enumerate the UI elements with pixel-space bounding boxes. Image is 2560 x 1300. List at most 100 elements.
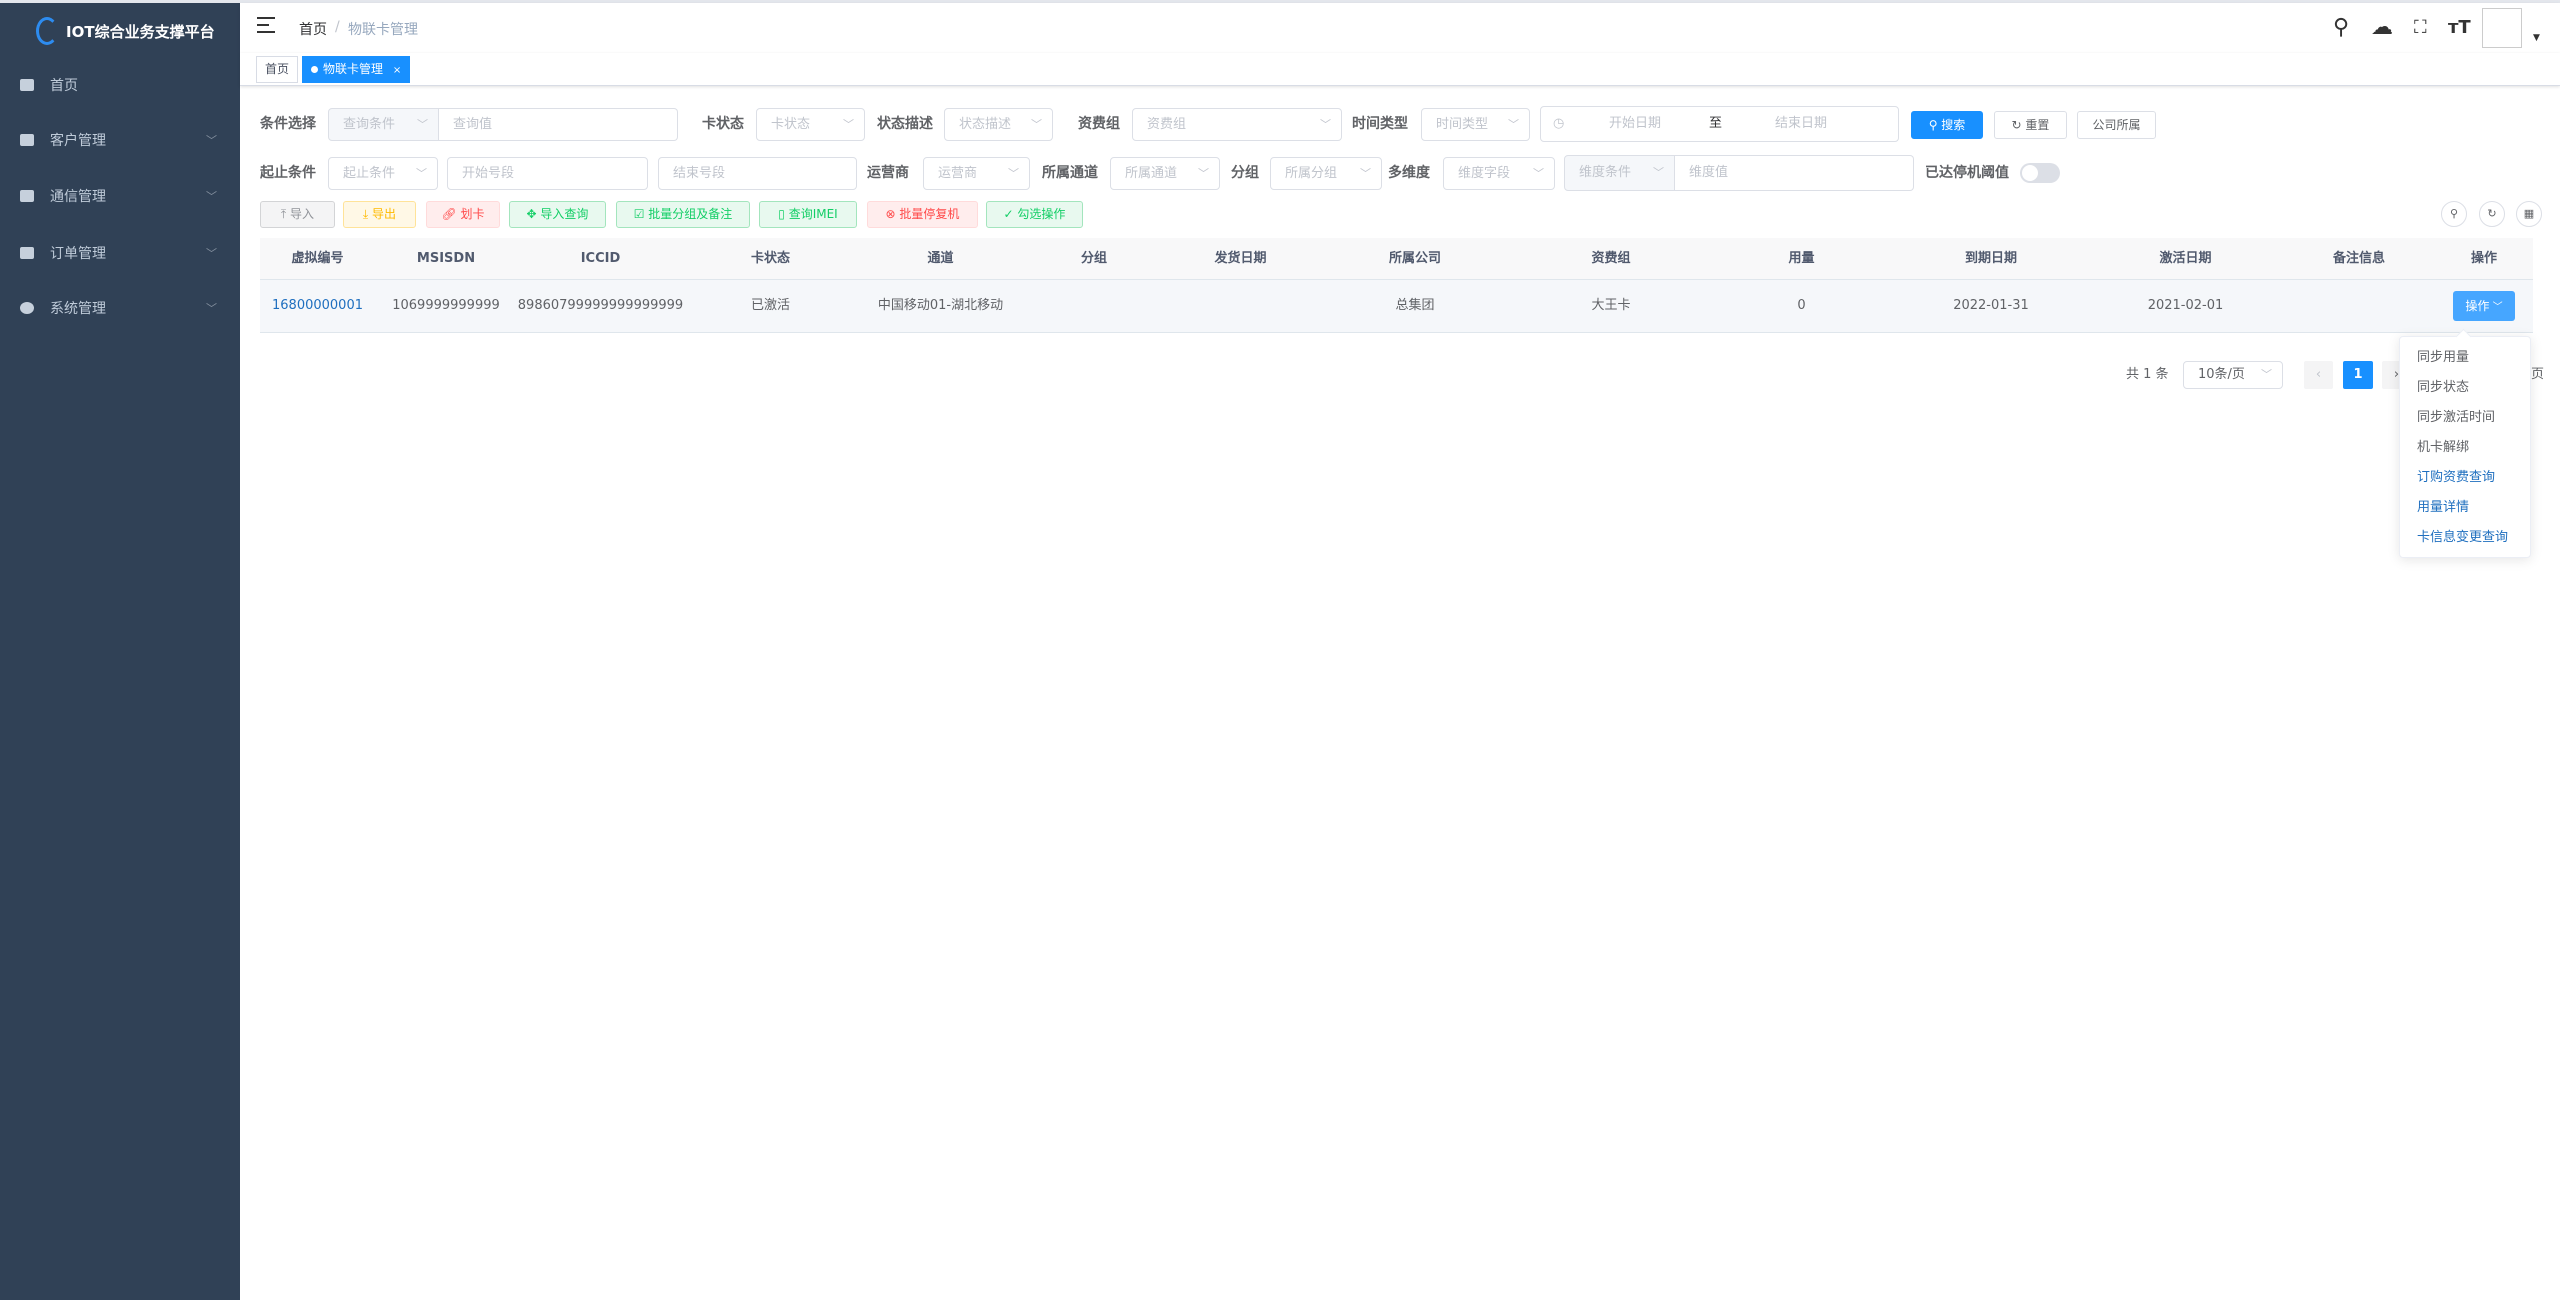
channel-select[interactable]: 所属通道 ﹀ (1110, 157, 1220, 190)
dimension-field-select[interactable]: 维度字段 ﹀ (1443, 157, 1555, 190)
operator-select[interactable]: 运营商 ﹀ (923, 157, 1030, 190)
select-placeholder: 时间类型 (1436, 117, 1489, 132)
date-range-picker[interactable]: ◷ 开始日期 至 结束日期 (1540, 106, 1899, 142)
export-button[interactable]: ⤓ 导出 (343, 201, 416, 228)
chevron-down-icon: ﹀ (1360, 167, 1371, 180)
condition-value-input[interactable]: 查询值 (439, 108, 678, 141)
grid-icon: ▦ (2523, 207, 2535, 220)
range-select[interactable]: 起止条件 ﹀ (328, 157, 438, 190)
time-type-select[interactable]: 时间类型 ﹀ (1421, 108, 1530, 141)
import-query-button[interactable]: ✥ 导入查询 (509, 201, 606, 228)
threshold-toggle[interactable] (2020, 163, 2060, 183)
label-group: 分组 (1231, 165, 1259, 181)
label-tariff: 资费组 (1078, 116, 1120, 132)
table-header: 虚拟编号 MSISDN ICCID 卡状态 通道 分组 发货日期 所属公司 资费组 用量 到期日期激… (260, 238, 2533, 280)
checked-action-button[interactable]: ✓ 勾选操作 (986, 201, 1083, 228)
menu-item-change-query[interactable]: 卡信息变更查询 (2417, 530, 2509, 545)
toggle-search-button[interactable]: ⚲ (2441, 201, 2467, 227)
sidebar-item-system[interactable]: 系统管理 ﹀ (0, 288, 240, 328)
dimension-condition-select[interactable]: 维度条件 ﹀ (1564, 155, 1675, 191)
chevron-down-icon: ﹀ (1320, 118, 1331, 131)
select-placeholder: 查询条件 (343, 117, 396, 132)
column-header-msisdn: MSISDN (375, 238, 517, 280)
caret-down-icon[interactable]: ▼ (2533, 33, 2540, 43)
input-placeholder: 维度值 (1689, 165, 1729, 180)
batch-stop-resume-button[interactable]: ⊗ 批量停复机 (867, 201, 978, 228)
chart-icon (20, 247, 34, 259)
font-size-icon[interactable]: ᴛT (2448, 17, 2471, 38)
query-imei-button[interactable]: ▯ 查询IMEI (759, 201, 857, 228)
cell-virtual-id[interactable]: 16800000001 (260, 280, 375, 333)
pagination-total: 共 1 条 (2126, 367, 2169, 382)
operation-button[interactable]: 操作 ﹀ (2453, 291, 2515, 321)
columns-button[interactable]: ▦ (2516, 201, 2542, 227)
end-date-input[interactable]: 结束日期 (1775, 116, 1828, 131)
app-title: IOT综合业务支撑平台 (66, 22, 215, 41)
tab-label: 首页 (265, 62, 290, 76)
sidebar-item-label: 客户管理 (50, 133, 106, 149)
prev-page-button[interactable]: ‹ (2304, 361, 2333, 389)
chevron-down-icon: ﹀ (417, 118, 428, 131)
label-threshold: 已达停机阈值 (1925, 165, 2009, 181)
column-header-channel: 通道 (857, 238, 1024, 280)
condition-select[interactable]: 查询条件 ﹀ (328, 108, 439, 141)
sidebar-item-customer[interactable]: 客户管理 ﹀ (0, 120, 240, 160)
cloud-download-icon[interactable]: ☁ (2371, 15, 2393, 40)
column-header-group: 分组 (1024, 238, 1164, 280)
chevron-down-icon: ﹀ (1031, 118, 1042, 131)
page-1-button[interactable]: 1 (2343, 361, 2373, 389)
select-placeholder: 维度条件 (1579, 165, 1632, 180)
transfer-card-button[interactable]: 🔗︎ 划卡 (426, 201, 500, 228)
batch-group-button[interactable]: ☑ 批量分组及备注 (616, 201, 750, 228)
breadcrumb-current: 物联卡管理 (348, 22, 418, 38)
search-button[interactable]: ⚲ 搜索 (1911, 111, 1983, 139)
logo-icon (36, 17, 58, 45)
tariff-select[interactable]: 资费组 ﹀ (1132, 108, 1342, 141)
active-dot-icon (311, 66, 318, 73)
logo[interactable]: IOT综合业务支撑平台 (36, 17, 215, 45)
avatar[interactable] (2482, 8, 2522, 48)
menu-item-sync-activation[interactable]: 同步激活时间 (2417, 410, 2496, 425)
menu-item-sync-usage[interactable]: 同步用量 (2417, 350, 2470, 365)
card-status-select[interactable]: 卡状态 ﹀ (756, 108, 865, 141)
reset-button[interactable]: ↻ 重置 (1994, 111, 2067, 139)
cell-channel: 中国移动01-湖北移动 (857, 280, 1024, 333)
cell-operation: 操作 ﹀ (2435, 280, 2533, 333)
dimension-value-input[interactable]: 维度值 (1675, 155, 1914, 191)
tab-home[interactable]: 首页 (256, 56, 299, 83)
range-end-input[interactable]: 结束号段 (658, 157, 857, 190)
chevron-down-icon: ﹀ (206, 247, 217, 260)
close-icon[interactable]: × (392, 65, 402, 76)
hamburger-icon[interactable] (257, 17, 275, 33)
search-icon[interactable]: ⚲ (2333, 15, 2350, 40)
fullscreen-icon[interactable]: ⛶ (2414, 17, 2427, 38)
cell-expire-date: 2022-01-31 (1894, 280, 2088, 333)
menu-item-sync-status[interactable]: 同步状态 (2417, 380, 2470, 395)
sidebar-item-label: 订单管理 (50, 246, 106, 262)
button-label: 重置 (2025, 118, 2050, 132)
cell-tariff: 大王卡 (1513, 280, 1709, 333)
label-range: 起止条件 (260, 165, 316, 181)
sidebar-item-communication[interactable]: 通信管理 ﹀ (0, 176, 240, 216)
sidebar-item-home[interactable]: 首页 (0, 65, 240, 105)
menu-item-tariff-query[interactable]: 订购资费查询 (2417, 470, 2496, 485)
menu-item-usage-detail[interactable]: 用量详情 (2417, 500, 2470, 515)
tags-view: 首页 物联卡管理 × (240, 53, 2560, 86)
company-button[interactable]: 公司所属 (2077, 111, 2156, 139)
input-placeholder: 开始号段 (462, 166, 515, 181)
refresh-icon: ↻ (2487, 207, 2497, 220)
button-label: 勾选操作 (1017, 207, 1066, 221)
refresh-button[interactable]: ↻ (2479, 201, 2505, 227)
chevron-down-icon: ﹀ (1653, 166, 1664, 179)
column-header-tariff: 资费组 (1513, 238, 1709, 280)
range-start-input[interactable]: 开始号段 (447, 157, 648, 190)
breadcrumb-home[interactable]: 首页 (299, 22, 327, 38)
group-select[interactable]: 所属分组 ﹀ (1270, 157, 1382, 190)
sidebar-item-order[interactable]: 订单管理 ﹀ (0, 233, 240, 273)
import-button[interactable]: ⤒ 导入 (260, 201, 335, 228)
tab-iot-card[interactable]: 物联卡管理 × (302, 56, 411, 83)
status-desc-select[interactable]: 状态描述 ﹀ (944, 108, 1053, 141)
page-size-select[interactable]: 10条/页 ﹀ (2183, 361, 2283, 389)
menu-item-unbind[interactable]: 机卡解绑 (2417, 440, 2470, 455)
start-date-input[interactable]: 开始日期 (1609, 116, 1662, 131)
